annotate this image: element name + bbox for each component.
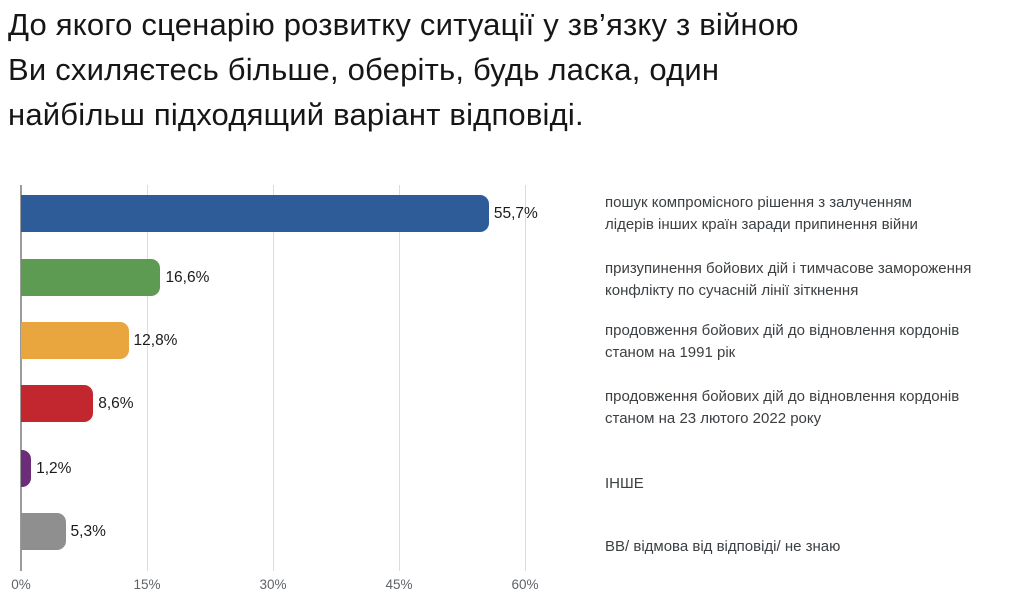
bar-row-6: 5,3%: [21, 513, 597, 550]
category-label-5: ІНШЕ: [605, 473, 1027, 495]
gridline-30: [273, 185, 274, 571]
category-label-line: ВВ/ відмова від відповіді/ не знаю: [605, 538, 841, 555]
category-label-line: пошук компромісного рішення з залученням: [605, 194, 912, 211]
category-label-line: лідерів інших країн заради припинення ві…: [605, 216, 918, 233]
category-label-line: продовження бойових дій до відновлення к…: [605, 322, 960, 339]
category-label-line: станом на 23 лютого 2022 року: [605, 410, 822, 427]
y-axis-line: [20, 185, 22, 571]
category-label-line: призупинення бойових дій і тимчасове зам…: [605, 260, 972, 277]
bar-value-label-6: 5,3%: [70, 522, 106, 540]
bar-3: [21, 322, 129, 359]
bar-1: [21, 195, 489, 232]
bar-2: [21, 259, 161, 296]
x-axis-tick-45%: 45%: [385, 577, 413, 592]
bar-chart-plot: 55,7% 16,6% 12,8% 8,6% 1,2% 5,3% 0% 15% 30% 45% 60…: [11, 185, 539, 592]
x-axis-tick-60%: 60%: [511, 577, 539, 592]
bar-row-4: 8,6%: [21, 385, 597, 422]
x-axis-tick-0%: 0%: [11, 577, 31, 592]
category-label-line: станом на 1991 рік: [605, 344, 736, 361]
bar-row-1: 55,7%: [21, 195, 597, 232]
bar-4: [21, 385, 94, 422]
gridline-15: [147, 185, 148, 571]
x-axis-tick-30%: 30%: [259, 577, 287, 592]
category-label-line: ІНШЕ: [605, 475, 644, 492]
bar-5: [21, 450, 32, 487]
bar-value-label-3: 12,8%: [133, 331, 178, 349]
category-label-6: ВВ/ відмова від відповіді/ не знаю: [605, 536, 1027, 558]
x-axis-tick-15%: 15%: [133, 577, 161, 592]
chart-title-line-1: До якого сценарію розвитку ситуації у зв…: [8, 7, 799, 42]
category-label-4: продовження бойових дій до відновлення к…: [605, 386, 1027, 430]
bar-6: [21, 513, 66, 550]
chart-title: До якого сценарію розвитку ситуації у зв…: [8, 2, 1013, 137]
bar-value-label-4: 8,6%: [98, 394, 134, 412]
category-label-line: конфлікту по сучасній лінії зіткнення: [605, 282, 859, 299]
chart-title-line-2: Ви схиляєтесь більше, оберіть, будь ласк…: [8, 52, 720, 87]
bar-value-label-5: 1,2%: [36, 459, 72, 477]
chart-title-line-3: найбільш підходящий варіант відповіді.: [8, 97, 584, 132]
category-label-2: призупинення бойових дій і тимчасове зам…: [605, 258, 1027, 302]
gridline-45: [399, 185, 400, 571]
bar-row-2: 16,6%: [21, 259, 597, 296]
category-label-line: продовження бойових дій до відновлення к…: [605, 388, 960, 405]
bar-row-5: 1,2%: [21, 450, 597, 487]
bar-row-3: 12,8%: [21, 322, 597, 359]
category-label-3: продовження бойових дій до відновлення к…: [605, 320, 1027, 364]
category-label-1: пошук компромісного рішення з залученням…: [605, 192, 1027, 236]
gridline-60: [525, 185, 526, 571]
bar-value-label-2: 16,6%: [165, 268, 210, 286]
bar-value-label-1: 55,7%: [493, 204, 538, 222]
